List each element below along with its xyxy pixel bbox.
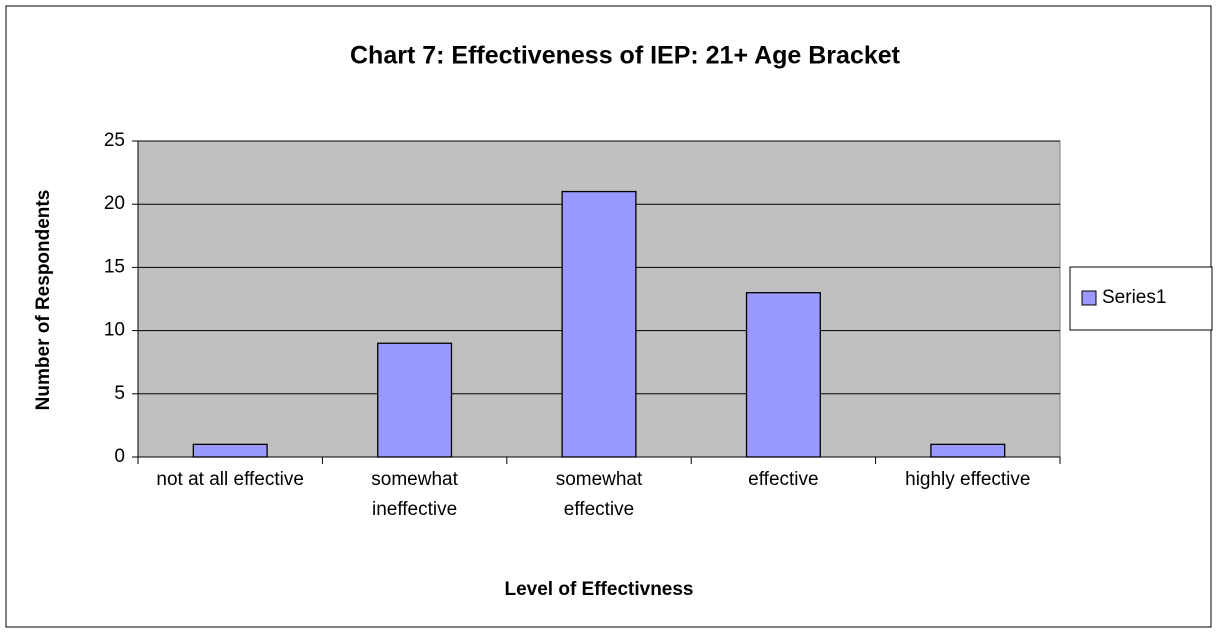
bar (192, 443, 268, 458)
x-tick-label: effective (748, 469, 819, 490)
y-axis-title: Number of Respondents (33, 190, 54, 411)
y-tick-label: 0 (114, 446, 125, 467)
bar (930, 443, 1006, 458)
y-tick-label: 25 (104, 130, 125, 151)
bar (745, 292, 821, 458)
bar (377, 342, 453, 458)
legend-label: Series1 (1102, 287, 1166, 308)
x-tick-label: highly effective (905, 469, 1031, 490)
x-tick-label: somewhat ineffective (371, 469, 458, 520)
chart-title: Chart 7: Effectiveness of IEP: 21+ Age B… (350, 42, 901, 70)
x-axis-title: Level of Effectivness (504, 579, 693, 600)
y-tick-label: 20 (104, 193, 125, 214)
bar (561, 190, 637, 458)
y-tick-label: 15 (104, 256, 125, 277)
y-tick-label: 5 (114, 383, 125, 404)
x-tick-label: somewhat effective (555, 469, 643, 520)
legend-marker (1081, 290, 1097, 306)
x-tick-label: not at all effective (156, 469, 304, 490)
y-tick-label: 10 (104, 320, 125, 341)
